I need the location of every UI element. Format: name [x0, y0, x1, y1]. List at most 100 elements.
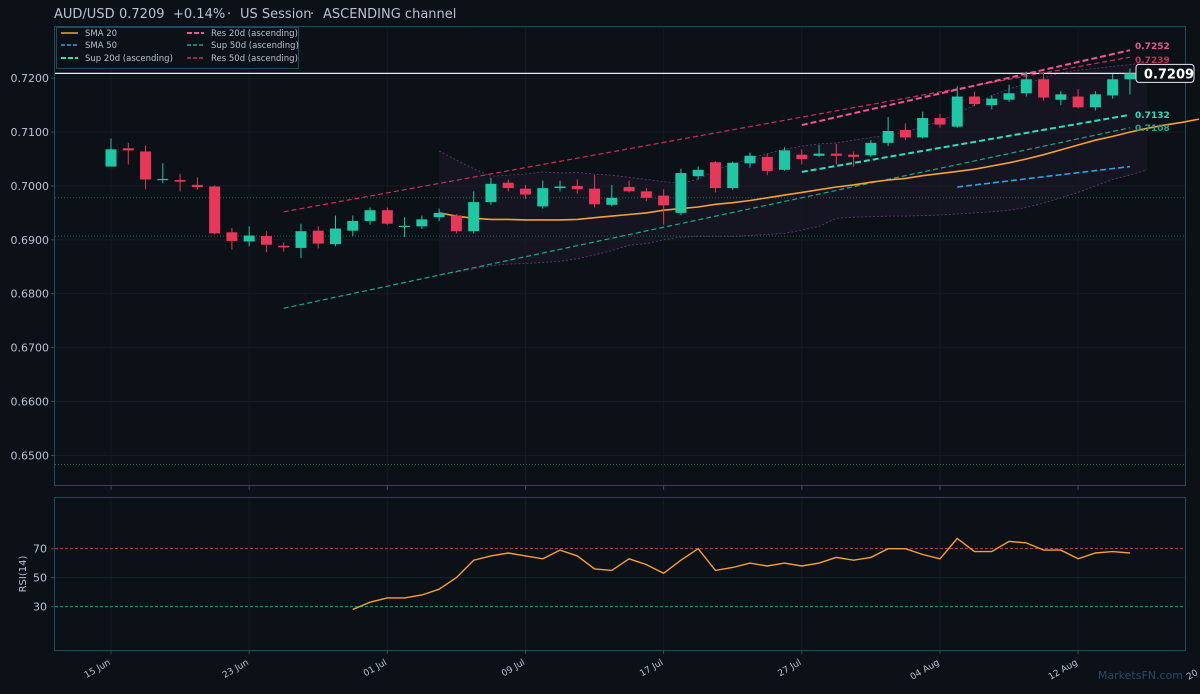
candle-body [623, 187, 635, 192]
candle-down [122, 142, 134, 165]
candle-body [571, 185, 583, 190]
candle-body [658, 195, 670, 206]
candle-body [796, 154, 808, 160]
candle-body [1107, 79, 1119, 96]
sup-20d-line [801, 113, 1131, 173]
candle-body [1038, 79, 1050, 98]
candle-body [1020, 79, 1032, 94]
y-tick-label: 0.6900 [11, 234, 50, 247]
rsi-tick-label: 30 [33, 601, 47, 614]
y-tick-label: 0.6500 [11, 449, 50, 462]
candle-down [209, 185, 221, 235]
legend-label: Res 50d (ascending) [211, 54, 298, 64]
candle-down [312, 226, 324, 249]
candle-body [157, 178, 169, 181]
candle-body [917, 118, 929, 138]
candle-down [589, 175, 601, 208]
candle-body [606, 197, 618, 205]
rsi-tick-label: 70 [33, 543, 47, 556]
rsi-panel [54, 497, 1186, 651]
candle-up [606, 184, 618, 207]
candle-down [519, 184, 531, 199]
candle-body [312, 230, 324, 244]
candle-body [399, 225, 411, 228]
candle-body [416, 219, 428, 227]
legend-label: Sup 20d (ascending) [85, 54, 173, 64]
level-value-label: 0.7239 [1135, 56, 1170, 66]
candle-down [1038, 71, 1050, 101]
res-20d-line [801, 49, 1131, 127]
candle-body [485, 183, 497, 203]
price-panel [54, 26, 1186, 486]
band-lower-line [439, 169, 1148, 276]
candle-body [640, 191, 652, 198]
rsi-axis-label: RSI(14) [18, 556, 29, 593]
candle-up [1055, 91, 1067, 106]
candle-body [848, 154, 860, 157]
candle-down [830, 143, 842, 165]
candle-up [882, 116, 894, 147]
legend: SMA 20 Res 20d (ascending) SMA 50 Sup 50d (… [56, 27, 299, 69]
candle-down [623, 180, 635, 193]
candle-down [226, 227, 238, 250]
y-tick-label: 0.6800 [11, 288, 50, 301]
candle-up [813, 145, 825, 157]
indicator-lines-layer [283, 49, 1200, 309]
candle-down [174, 174, 186, 192]
channel-band-fill [439, 62, 1148, 275]
candle-down [640, 188, 652, 202]
candle-down [1072, 88, 1084, 109]
candle-body [433, 212, 445, 218]
legend-label: Sup 50d (ascending) [211, 41, 299, 51]
level-value-label: 0.7252 [1135, 42, 1170, 52]
last-price-tag-label: 0.7209 [1144, 67, 1194, 82]
candle-body [260, 236, 272, 245]
candle-up [105, 138, 117, 167]
candle-up [1020, 71, 1032, 97]
y-tick-label: 0.7200 [11, 72, 50, 85]
candle-body [589, 188, 601, 205]
candle-body [1003, 93, 1015, 100]
candle-up [554, 180, 566, 192]
candle-body [899, 129, 911, 138]
candle-up [986, 95, 998, 110]
last-price-tag [1135, 63, 1195, 83]
candle-up [468, 191, 480, 234]
rsi-line [352, 537, 1130, 611]
candle-down [278, 242, 290, 252]
candle-up [1089, 91, 1101, 111]
candle-down [260, 231, 272, 253]
candle-body [830, 153, 842, 156]
candle-body [1124, 73, 1136, 80]
candle-up [675, 168, 687, 216]
candle-body [347, 220, 359, 231]
candle-body [295, 231, 307, 248]
legend-label: SMA 20 [85, 29, 117, 39]
header-symbol: AUD/USD [54, 7, 115, 22]
candle-down [969, 91, 980, 107]
sup-50d-line [283, 127, 1131, 309]
candle-body [468, 202, 480, 232]
candle-up [1124, 68, 1136, 95]
header-channel: ASCENDING channel [323, 7, 456, 22]
candle-body [554, 186, 566, 189]
candle-body [364, 210, 376, 221]
candle-up [243, 226, 255, 247]
candle-up [416, 215, 428, 230]
candle-up [157, 163, 169, 184]
candle-down [709, 161, 721, 193]
level-value-label: 0.7132 [1135, 111, 1170, 121]
candle-down [761, 153, 773, 176]
rsi-layer: 70 50 30 RSI(14) [18, 537, 1185, 614]
candle-up [433, 208, 445, 221]
y-tick-label: 0.6700 [11, 342, 50, 355]
level-value-label: 0.7108 [1135, 124, 1170, 134]
candle-body [969, 96, 980, 105]
candle-body [519, 188, 531, 195]
candle-down [450, 213, 462, 234]
candle-body [951, 96, 963, 127]
candle-down [899, 123, 911, 141]
candle-body [692, 169, 704, 177]
candle-body [779, 150, 791, 170]
